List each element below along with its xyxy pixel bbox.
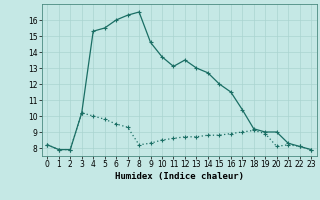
X-axis label: Humidex (Indice chaleur): Humidex (Indice chaleur) <box>115 172 244 181</box>
